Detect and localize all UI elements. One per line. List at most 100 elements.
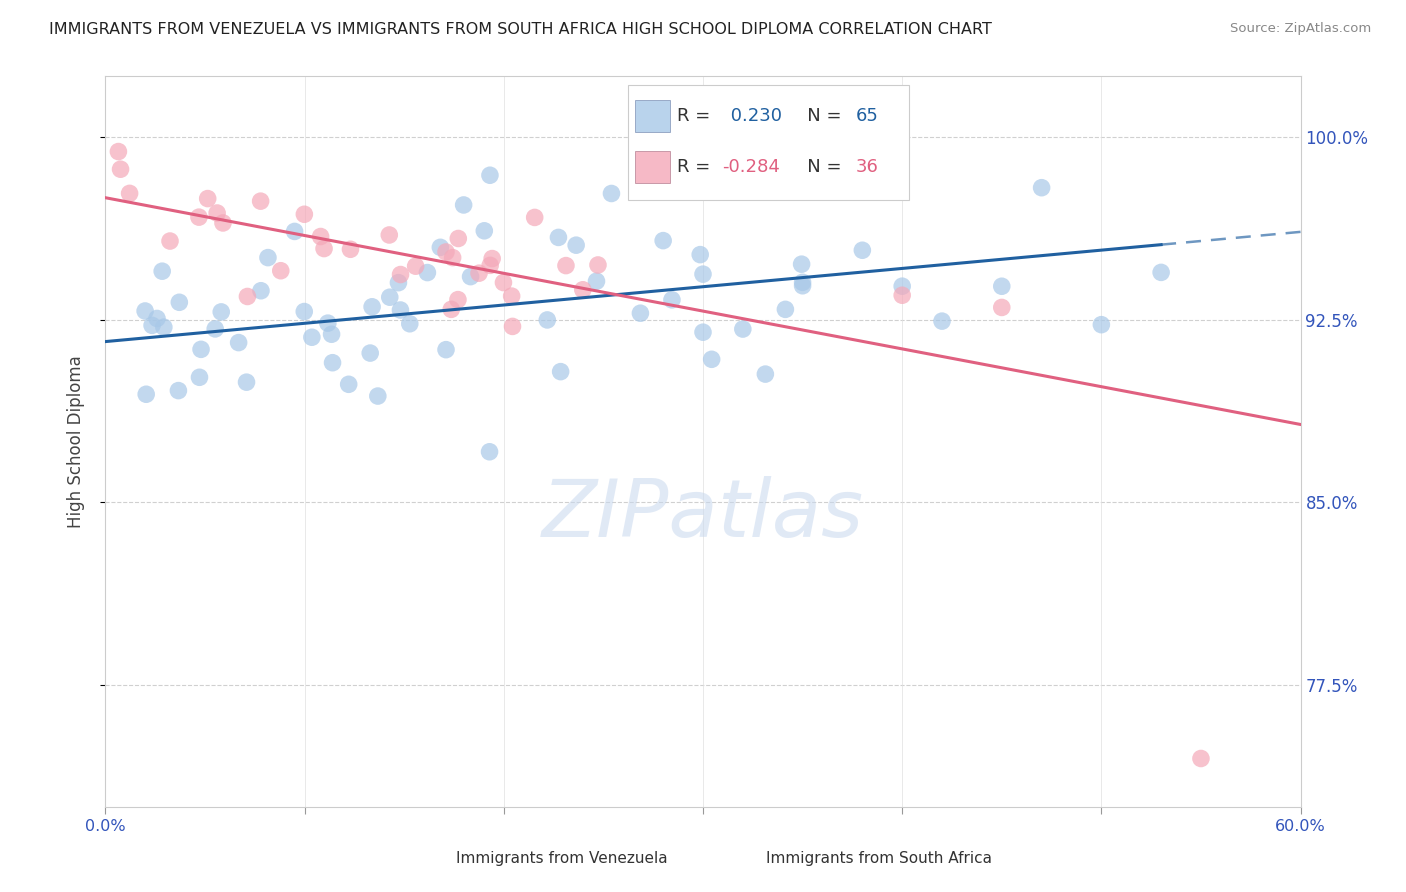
Point bbox=[481, 252, 503, 266]
Point bbox=[731, 322, 754, 336]
Point bbox=[301, 330, 323, 344]
Text: ZIPatlas: ZIPatlas bbox=[541, 475, 865, 554]
Point bbox=[249, 194, 271, 209]
Point bbox=[284, 224, 307, 238]
Point bbox=[316, 316, 339, 330]
Point bbox=[692, 267, 714, 281]
Point bbox=[775, 302, 797, 317]
Point bbox=[754, 367, 776, 381]
Point bbox=[735, 169, 758, 184]
Point bbox=[169, 295, 191, 310]
Point bbox=[197, 192, 219, 206]
Point bbox=[159, 234, 181, 248]
Point bbox=[891, 288, 914, 302]
Point bbox=[235, 375, 257, 389]
Point bbox=[1090, 318, 1112, 332]
FancyBboxPatch shape bbox=[724, 847, 755, 871]
Point bbox=[429, 240, 451, 254]
Point bbox=[891, 279, 914, 293]
Point bbox=[257, 251, 280, 265]
Text: 65: 65 bbox=[856, 107, 879, 125]
Point bbox=[361, 300, 384, 314]
FancyBboxPatch shape bbox=[636, 100, 669, 132]
Point bbox=[661, 293, 683, 307]
Point bbox=[434, 343, 457, 357]
Point bbox=[792, 278, 814, 293]
Point bbox=[389, 303, 412, 318]
Point bbox=[378, 227, 401, 242]
Point bbox=[337, 377, 360, 392]
Point bbox=[586, 258, 609, 272]
Text: -0.284: -0.284 bbox=[723, 158, 780, 177]
Point bbox=[689, 247, 711, 261]
Point bbox=[502, 319, 524, 334]
Point bbox=[118, 186, 141, 201]
Point bbox=[1031, 180, 1053, 194]
Point bbox=[110, 162, 132, 177]
Point bbox=[416, 266, 439, 280]
Point bbox=[228, 335, 250, 350]
Point bbox=[478, 168, 501, 182]
Point bbox=[187, 210, 209, 224]
Text: R =: R = bbox=[676, 107, 716, 125]
Point bbox=[447, 231, 470, 245]
Point bbox=[212, 216, 235, 230]
Point bbox=[468, 266, 491, 280]
Point bbox=[204, 322, 226, 336]
Point bbox=[790, 257, 813, 271]
Text: Immigrants from South Africa: Immigrants from South Africa bbox=[766, 851, 993, 866]
Point bbox=[405, 259, 427, 273]
Point bbox=[389, 268, 412, 282]
Point bbox=[1150, 265, 1173, 279]
Point bbox=[600, 186, 623, 201]
Point bbox=[460, 269, 482, 284]
Point bbox=[150, 264, 173, 278]
Point bbox=[692, 325, 714, 339]
Point bbox=[270, 264, 292, 278]
Point bbox=[292, 304, 315, 318]
Point bbox=[188, 370, 211, 384]
Point bbox=[236, 289, 259, 303]
Point bbox=[447, 293, 470, 307]
Point bbox=[146, 311, 169, 326]
Point bbox=[387, 276, 409, 290]
Point bbox=[472, 224, 495, 238]
Point bbox=[550, 365, 572, 379]
Point bbox=[367, 389, 389, 403]
Point bbox=[398, 317, 420, 331]
Text: 0.230: 0.230 bbox=[724, 107, 782, 125]
Text: Immigrants from Venezuela: Immigrants from Venezuela bbox=[456, 851, 668, 866]
Point bbox=[479, 258, 502, 272]
Point bbox=[547, 230, 569, 244]
Point bbox=[501, 289, 523, 303]
Point bbox=[990, 301, 1012, 315]
Point bbox=[990, 279, 1012, 293]
Point bbox=[523, 211, 546, 225]
Point bbox=[536, 313, 558, 327]
Point bbox=[292, 207, 315, 221]
Point bbox=[652, 234, 675, 248]
Point bbox=[434, 244, 457, 259]
Point bbox=[453, 198, 475, 212]
Point bbox=[190, 343, 212, 357]
Point bbox=[378, 290, 401, 304]
Text: Source: ZipAtlas.com: Source: ZipAtlas.com bbox=[1230, 22, 1371, 36]
FancyBboxPatch shape bbox=[627, 85, 908, 200]
Point bbox=[440, 302, 463, 317]
Point bbox=[321, 327, 343, 342]
Point bbox=[309, 229, 332, 244]
Point bbox=[205, 206, 228, 220]
Point bbox=[141, 318, 163, 333]
Text: N =: N = bbox=[790, 107, 848, 125]
Point bbox=[441, 251, 464, 265]
Point bbox=[1189, 751, 1212, 765]
Point bbox=[572, 283, 595, 297]
Point bbox=[628, 306, 651, 320]
Text: 36: 36 bbox=[856, 158, 879, 177]
Point bbox=[250, 284, 273, 298]
Point bbox=[478, 444, 501, 458]
Point bbox=[339, 242, 361, 256]
Y-axis label: High School Diploma: High School Diploma bbox=[66, 355, 84, 528]
Text: IMMIGRANTS FROM VENEZUELA VS IMMIGRANTS FROM SOUTH AFRICA HIGH SCHOOL DIPLOMA CO: IMMIGRANTS FROM VENEZUELA VS IMMIGRANTS … bbox=[49, 22, 993, 37]
Point bbox=[555, 259, 578, 273]
